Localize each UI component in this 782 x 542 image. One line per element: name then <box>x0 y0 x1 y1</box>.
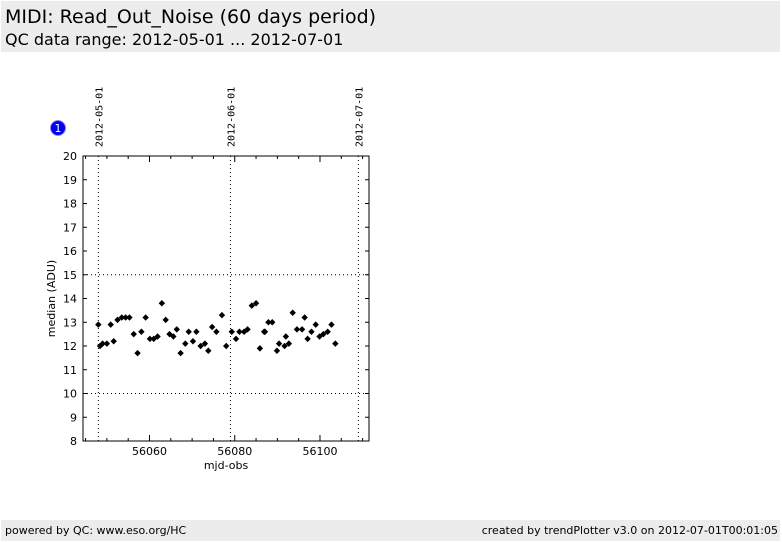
data-point-10 <box>130 330 137 338</box>
data-point-61 <box>328 321 335 328</box>
data-point-36 <box>236 328 243 335</box>
page-subtitle: QC data range: 2012-05-01 ... 2012-07-01 <box>5 30 344 49</box>
data-point-23 <box>182 340 189 347</box>
data-point-5 <box>110 338 117 345</box>
data-point-0 <box>95 321 102 328</box>
data-point-21 <box>173 326 180 333</box>
data-point-39 <box>248 302 255 309</box>
data-point-28 <box>201 340 209 347</box>
data-point-32 <box>218 311 226 319</box>
data-point-9 <box>126 314 133 321</box>
footer-generator-info: created by trendPlotter v3.0 on 2012-07-… <box>481 524 778 537</box>
data-point-35 <box>232 335 240 343</box>
data-point-34 <box>228 328 235 335</box>
plot-frame <box>82 155 370 442</box>
data-point-17 <box>158 300 166 307</box>
data-point-3 <box>103 340 111 347</box>
data-point-11 <box>134 349 141 357</box>
x-tick-label-56060: 56060 <box>132 445 167 458</box>
data-point-24 <box>185 328 192 335</box>
y-axis-label: median (ADU) <box>45 260 58 337</box>
data-point-44 <box>265 319 272 326</box>
data-point-22 <box>177 349 184 357</box>
data-point-8 <box>122 314 129 321</box>
y-tick-label-14: 14 <box>63 293 77 306</box>
page-footer: powered by QC: www.eso.org/HC created by… <box>1 520 780 541</box>
footer-credit: powered by QC: www.eso.org/HC <box>5 524 187 537</box>
data-point-27 <box>197 342 204 350</box>
data-point-45 <box>269 319 276 326</box>
page-header: MIDI: Read_Out_Noise (60 days period) QC… <box>1 1 780 52</box>
data-point-43 <box>261 328 269 335</box>
y-tick-label-18: 18 <box>63 198 77 211</box>
data-point-51 <box>289 309 296 316</box>
data-point-38 <box>244 326 251 333</box>
data-point-41 <box>256 345 264 352</box>
data-point-7 <box>118 314 125 321</box>
data-point-26 <box>193 328 200 335</box>
data-point-18 <box>162 316 169 324</box>
data-point-25 <box>189 338 197 345</box>
date-label-2012-05-01: 2012-05-01 <box>94 87 105 147</box>
data-point-12 <box>138 328 145 335</box>
date-label-2012-07-01: 2012-07-01 <box>354 87 365 147</box>
y-tick-label-20: 20 <box>63 150 77 163</box>
y-tick-label-8: 8 <box>70 435 77 448</box>
x-tick-label-56080: 56080 <box>217 445 252 458</box>
data-point-31 <box>213 328 220 335</box>
data-point-49 <box>282 333 290 340</box>
data-point-13 <box>142 314 149 321</box>
y-tick-label-17: 17 <box>63 221 77 234</box>
data-point-4 <box>107 321 114 328</box>
data-point-52 <box>293 326 301 333</box>
y-tick-label-9: 9 <box>70 411 77 424</box>
data-point-60 <box>324 328 331 335</box>
data-point-16 <box>154 333 161 340</box>
y-tick-label-10: 10 <box>63 388 77 401</box>
data-point-1 <box>96 342 104 350</box>
y-tick-label-12: 12 <box>63 340 77 353</box>
y-tick-label-11: 11 <box>63 364 77 377</box>
y-tick-label-13: 13 <box>63 316 77 329</box>
y-tick-label-16: 16 <box>63 245 77 258</box>
page-title: MIDI: Read_Out_Noise (60 days period) <box>5 6 377 28</box>
data-point-48 <box>281 342 288 350</box>
x-axis-label: mjd-obs <box>204 459 249 472</box>
data-point-53 <box>298 326 306 333</box>
data-point-2 <box>99 340 106 347</box>
data-point-20 <box>170 333 177 340</box>
plot-index-badge <box>50 120 66 136</box>
data-point-6 <box>114 316 121 324</box>
data-point-14 <box>146 335 154 343</box>
data-point-56 <box>308 328 315 335</box>
data-point-54 <box>301 314 308 321</box>
data-point-29 <box>205 347 212 354</box>
plot-index-label: 1 <box>55 122 62 135</box>
date-label-2012-06-01: 2012-06-01 <box>226 87 237 147</box>
data-point-55 <box>304 335 311 343</box>
data-point-40 <box>252 300 260 307</box>
data-point-57 <box>312 321 319 328</box>
y-tick-label-15: 15 <box>63 269 77 282</box>
data-point-33 <box>223 342 230 350</box>
data-point-30 <box>208 323 216 331</box>
data-point-47 <box>275 340 283 347</box>
data-point-62 <box>332 340 339 347</box>
data-point-50 <box>285 340 293 347</box>
data-point-59 <box>320 330 327 338</box>
y-tick-label-19: 19 <box>63 174 77 187</box>
data-point-46 <box>273 347 281 354</box>
x-tick-label-56100: 56100 <box>302 445 337 458</box>
